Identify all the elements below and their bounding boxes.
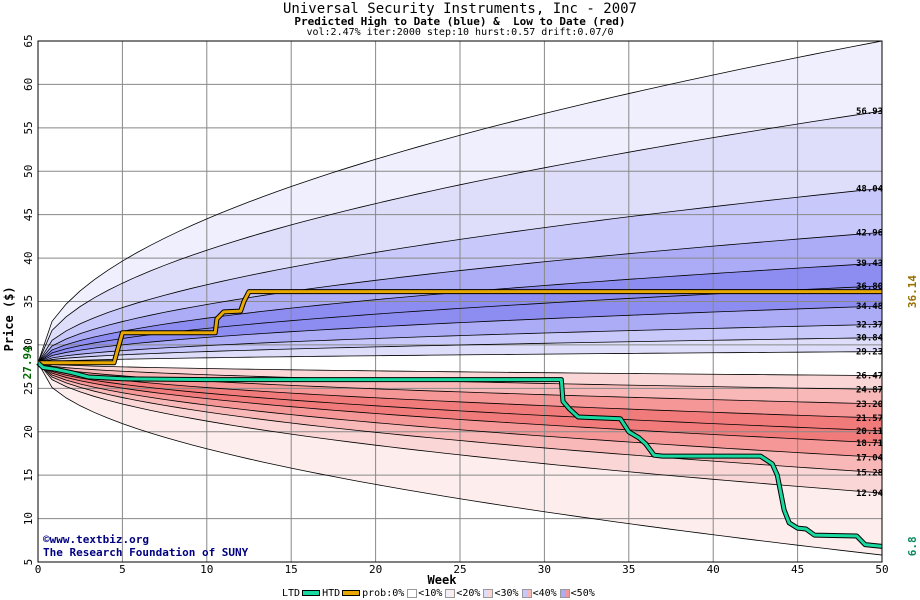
percentile-curve bbox=[37, 362, 883, 444]
percentile-end-label: 21.57 bbox=[856, 414, 883, 424]
percentile-end-label: 39.43 bbox=[856, 259, 883, 269]
percentile-curve bbox=[37, 362, 883, 458]
y-tick-label: 55 bbox=[22, 121, 35, 134]
legend-bin-label-2: <30% bbox=[494, 587, 519, 599]
low-band-2 bbox=[38, 362, 882, 419]
percentile-curve bbox=[37, 362, 883, 432]
x-tick-label: 5 bbox=[119, 563, 126, 576]
percentile-curve bbox=[37, 305, 883, 364]
x-tick-label: 25 bbox=[453, 563, 466, 576]
percentile-curve bbox=[37, 362, 883, 376]
percentile-curve bbox=[37, 362, 883, 419]
htd-series-line bbox=[38, 290, 882, 365]
percentile-end-label: 23.20 bbox=[856, 400, 883, 410]
high-band-3 bbox=[38, 232, 882, 363]
low-band-5 bbox=[38, 362, 882, 458]
high-band-0 bbox=[38, 41, 882, 363]
legend-bin-label-3: <40% bbox=[532, 587, 557, 599]
percentile-end-label: 15.28 bbox=[856, 469, 883, 479]
percentile-curve bbox=[37, 187, 883, 364]
percentile-curve bbox=[37, 337, 883, 364]
percentile-end-label: 20.11 bbox=[856, 427, 883, 437]
high-band-4 bbox=[38, 263, 882, 363]
low-band-7 bbox=[38, 362, 882, 494]
percentile-curve bbox=[37, 231, 883, 364]
high-band-5 bbox=[38, 285, 882, 363]
percentile-end-label: 12.94 bbox=[856, 489, 884, 499]
y-tick-label: 65 bbox=[22, 34, 35, 47]
y-tick-label: 40 bbox=[22, 251, 35, 264]
y-tick-label: 5 bbox=[22, 559, 35, 566]
percentile-curve bbox=[37, 351, 883, 364]
percentile-end-label: 42.96 bbox=[856, 228, 883, 238]
y-tick-label: 60 bbox=[22, 78, 35, 91]
percentile-end-label: 29.23 bbox=[856, 348, 883, 358]
x-tick-label: 10 bbox=[200, 563, 213, 576]
y-tick-label: 15 bbox=[22, 469, 35, 482]
percentile-end-label: 18.71 bbox=[856, 439, 883, 449]
percentile-curve bbox=[37, 323, 883, 364]
ltd-series-line bbox=[36, 361, 883, 548]
x-tick-label: 50 bbox=[875, 563, 888, 576]
x-axis-label: Week bbox=[428, 573, 458, 587]
low-band-6 bbox=[38, 362, 882, 473]
percentile-end-label: 34.48 bbox=[856, 302, 883, 312]
credit-url[interactable]: ©www.textbiz.org bbox=[43, 533, 149, 546]
chart-subtitle: Predicted High to Date (blue) & Low to D… bbox=[294, 15, 626, 28]
x-tick-label: 0 bbox=[35, 563, 42, 576]
legend-ltd-label: LTD bbox=[282, 587, 301, 599]
y-axis-label: Price ($) bbox=[2, 286, 16, 351]
percentile-end-label: 56.93 bbox=[856, 107, 883, 117]
current-high-label: 36.14 bbox=[906, 275, 919, 308]
legend-bin-swatch-4 bbox=[559, 588, 570, 598]
legend-bin-label-4: <50% bbox=[570, 587, 595, 599]
y-tick-label: 20 bbox=[22, 425, 35, 438]
legend-prob-label: prob:0% bbox=[362, 587, 405, 599]
credit-organization: The Research Foundation of SUNY bbox=[43, 546, 249, 559]
y-tick-label: 50 bbox=[22, 165, 35, 178]
start-price-label: 27.94 bbox=[21, 346, 34, 379]
current-low-label: 6.8 bbox=[906, 536, 919, 556]
x-tick-label: 15 bbox=[285, 563, 298, 576]
percentile-end-label: 36.80 bbox=[856, 282, 883, 292]
legend-bin-label-1: <20% bbox=[456, 587, 481, 599]
percentile-curve bbox=[37, 40, 883, 363]
y-tick-label: 35 bbox=[22, 295, 35, 308]
percentile-end-label: 30.84 bbox=[856, 334, 884, 344]
legend-bin-label-0: <10% bbox=[418, 587, 443, 599]
legend-ltd-swatch bbox=[302, 590, 321, 596]
plot-frame bbox=[37, 40, 883, 563]
x-tick-label: 20 bbox=[369, 563, 382, 576]
y-tick-label: 10 bbox=[22, 512, 35, 525]
percentile-curve bbox=[37, 362, 883, 556]
percentile-curve bbox=[37, 110, 883, 363]
y-tick-label: 45 bbox=[22, 208, 35, 221]
simulation-params: vol:2.47% iter:2000 step:10 hurst:0.57 d… bbox=[306, 27, 614, 38]
legend-htd-label: HTD bbox=[322, 587, 341, 599]
legend: LTD HTD prob:0% <10% <20% <30% <40% <50% bbox=[282, 586, 595, 600]
high-band-2 bbox=[38, 188, 882, 363]
y-tick-label: 25 bbox=[22, 382, 35, 395]
y-tick-label: 30 bbox=[22, 338, 35, 351]
x-tick-label: 35 bbox=[622, 563, 635, 576]
x-tick-label: 45 bbox=[791, 563, 804, 576]
percentile-curve bbox=[37, 362, 883, 494]
low-band-3 bbox=[38, 362, 882, 431]
percentile-curve bbox=[37, 362, 883, 474]
low-band-4 bbox=[38, 362, 882, 443]
legend-bin-swatch-2 bbox=[483, 588, 494, 598]
x-tick-label: 40 bbox=[707, 563, 720, 576]
percentile-end-label: 48.04 bbox=[856, 184, 884, 194]
percentile-end-label: 32.37 bbox=[856, 320, 883, 330]
percentile-end-label: 26.47 bbox=[856, 372, 883, 382]
percentile-end-label: 24.87 bbox=[856, 385, 883, 395]
chart-title: Universal Security Instruments, Inc - 20… bbox=[282, 1, 637, 17]
percentile-end-label: 17.04 bbox=[856, 453, 884, 463]
x-tick-label: 30 bbox=[538, 563, 551, 576]
legend-bin-swatch-1 bbox=[445, 588, 456, 598]
legend-htd-swatch bbox=[342, 590, 361, 596]
legend-bin-swatch-3 bbox=[521, 588, 532, 598]
legend-bin-swatch-0 bbox=[407, 588, 418, 598]
